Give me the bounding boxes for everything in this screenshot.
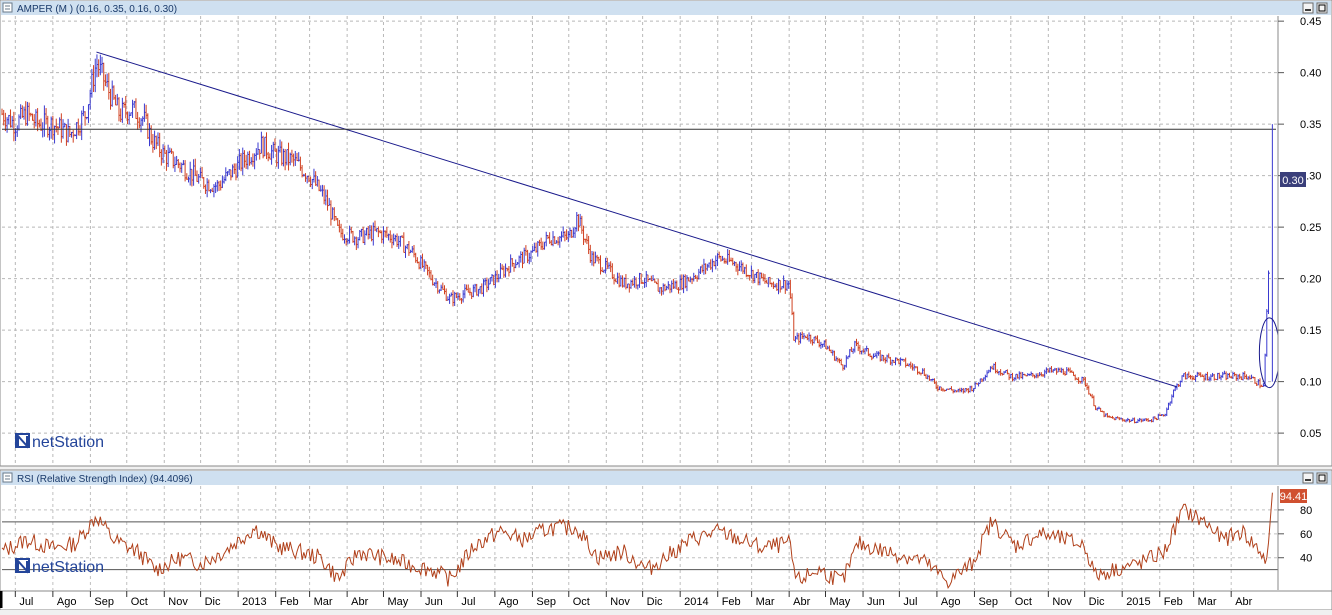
x-tick-label: Oct (131, 596, 148, 608)
rsi-panel-header (1, 471, 1331, 485)
price-bars (1, 54, 1270, 424)
price-axis-area (1278, 16, 1331, 465)
x-tick-label: Oct (1015, 596, 1032, 608)
netstation-logo-rsi: netStation (15, 558, 104, 576)
x-tick-label: Dic (647, 596, 663, 608)
rsi-axis-area (1278, 486, 1331, 590)
x-tick-label: Sep (536, 596, 556, 608)
maximize-panel-icon[interactable] (1316, 472, 1328, 484)
price-y-tick-label: 0.15 (1300, 325, 1321, 337)
price-current-value: 0.30 (1282, 175, 1303, 187)
x-tick-label: Jun (425, 596, 443, 608)
x-tick-label: Feb (280, 596, 299, 608)
rsi-y-tick-label: 80 (1300, 505, 1312, 517)
rsi-y-tick-label: 60 (1300, 529, 1312, 541)
price-overlays (2, 51, 1280, 389)
price-y-tick-label: 0.10 (1300, 377, 1321, 389)
x-tick-label: May (387, 596, 408, 608)
netstation-watermark: netStation (32, 434, 104, 451)
maximize-panel-icon[interactable] (1316, 2, 1328, 14)
rsi-current-value: 94.41 (1280, 491, 1308, 503)
x-tick-label: Sep (94, 596, 114, 608)
price-gridlines (2, 16, 1278, 464)
rsi-gridlines (2, 486, 1278, 590)
trendline[interactable] (96, 51, 1177, 388)
rsi-series-line (1, 492, 1273, 589)
price-panel-header (1, 1, 1331, 15)
x-tick-label: May (829, 596, 850, 608)
x-tick-label: 2015 (1126, 596, 1150, 608)
price-current-badge: 0.30 (1280, 172, 1306, 187)
rsi-y-tick-label: 40 (1300, 553, 1312, 565)
price-y-tick-label: 0.40 (1300, 68, 1321, 80)
x-axis: Jul Ago Sep Oct Nov Dic 2013 Feb Mar Abr May Jun Jul… (0, 591, 1253, 608)
x-tick-label: Abr (1235, 596, 1252, 608)
price-y-tick-label: 0.25 (1300, 222, 1321, 234)
panel-menu-icon[interactable] (2, 2, 13, 13)
x-tick-label: Sep (978, 596, 998, 608)
rsi-line (1, 492, 1273, 589)
minimize-panel-icon[interactable] (1302, 472, 1314, 484)
x-tick-label: Jun (867, 596, 885, 608)
x-tick-label: Dic (1089, 596, 1105, 608)
x-tick-label: Ago (57, 596, 77, 608)
price-y-tick-label: 0.05 (1300, 428, 1321, 440)
x-tick-label: Nov (1052, 596, 1072, 608)
netstation-logo-price: netStation (15, 433, 104, 451)
x-tick-label: 2014 (684, 596, 708, 608)
x-tick-label: Ago (941, 596, 961, 608)
rsi-panel: RSI (Relative Strength Index) (94.4096) … (0, 469, 1332, 592)
x-tick-label: Abr (351, 596, 368, 608)
x-tick-label: Dic (205, 596, 221, 608)
x-tick-label: Ago (499, 596, 519, 608)
x-tick-label: Mar (314, 596, 333, 608)
price-panel-title: AMPER (M ) (0.16, 0.35, 0.16, 0.30) (17, 4, 177, 15)
panel-menu-icon[interactable] (2, 472, 13, 483)
netstation-watermark: netStation (32, 559, 104, 576)
x-tick-label: 2013 (242, 596, 266, 608)
price-panel: AMPER (M ) (0.16, 0.35, 0.16, 0.30) 0.05… (0, 0, 1332, 467)
price-y-tick-label: 0.20 (1300, 274, 1321, 286)
rsi-current-badge: 94.41 (1280, 489, 1308, 503)
x-tick-label: Abr (793, 596, 810, 608)
price-y-tick-label: 0.45 (1300, 16, 1321, 28)
minimize-panel-icon[interactable] (1302, 2, 1314, 14)
price-y-tick-label: 0.35 (1300, 119, 1321, 131)
rsi-panel-title: RSI (Relative Strength Index) (94.4096) (17, 474, 193, 485)
x-tick-label: Mar (1198, 596, 1217, 608)
rsi-y-axis: 40 60 80 (1278, 505, 1312, 565)
x-tick-label: Jul (903, 596, 917, 608)
x-tick-label: Mar (756, 596, 775, 608)
x-tick-label: Oct (573, 596, 590, 608)
x-tick-label: Jul (19, 596, 33, 608)
x-tick-label: Jul (461, 596, 475, 608)
x-tick-label: Nov (168, 596, 188, 608)
x-tick-label: Feb (1164, 596, 1183, 608)
x-tick-label: Feb (722, 596, 741, 608)
x-tick-label: Nov (610, 596, 630, 608)
